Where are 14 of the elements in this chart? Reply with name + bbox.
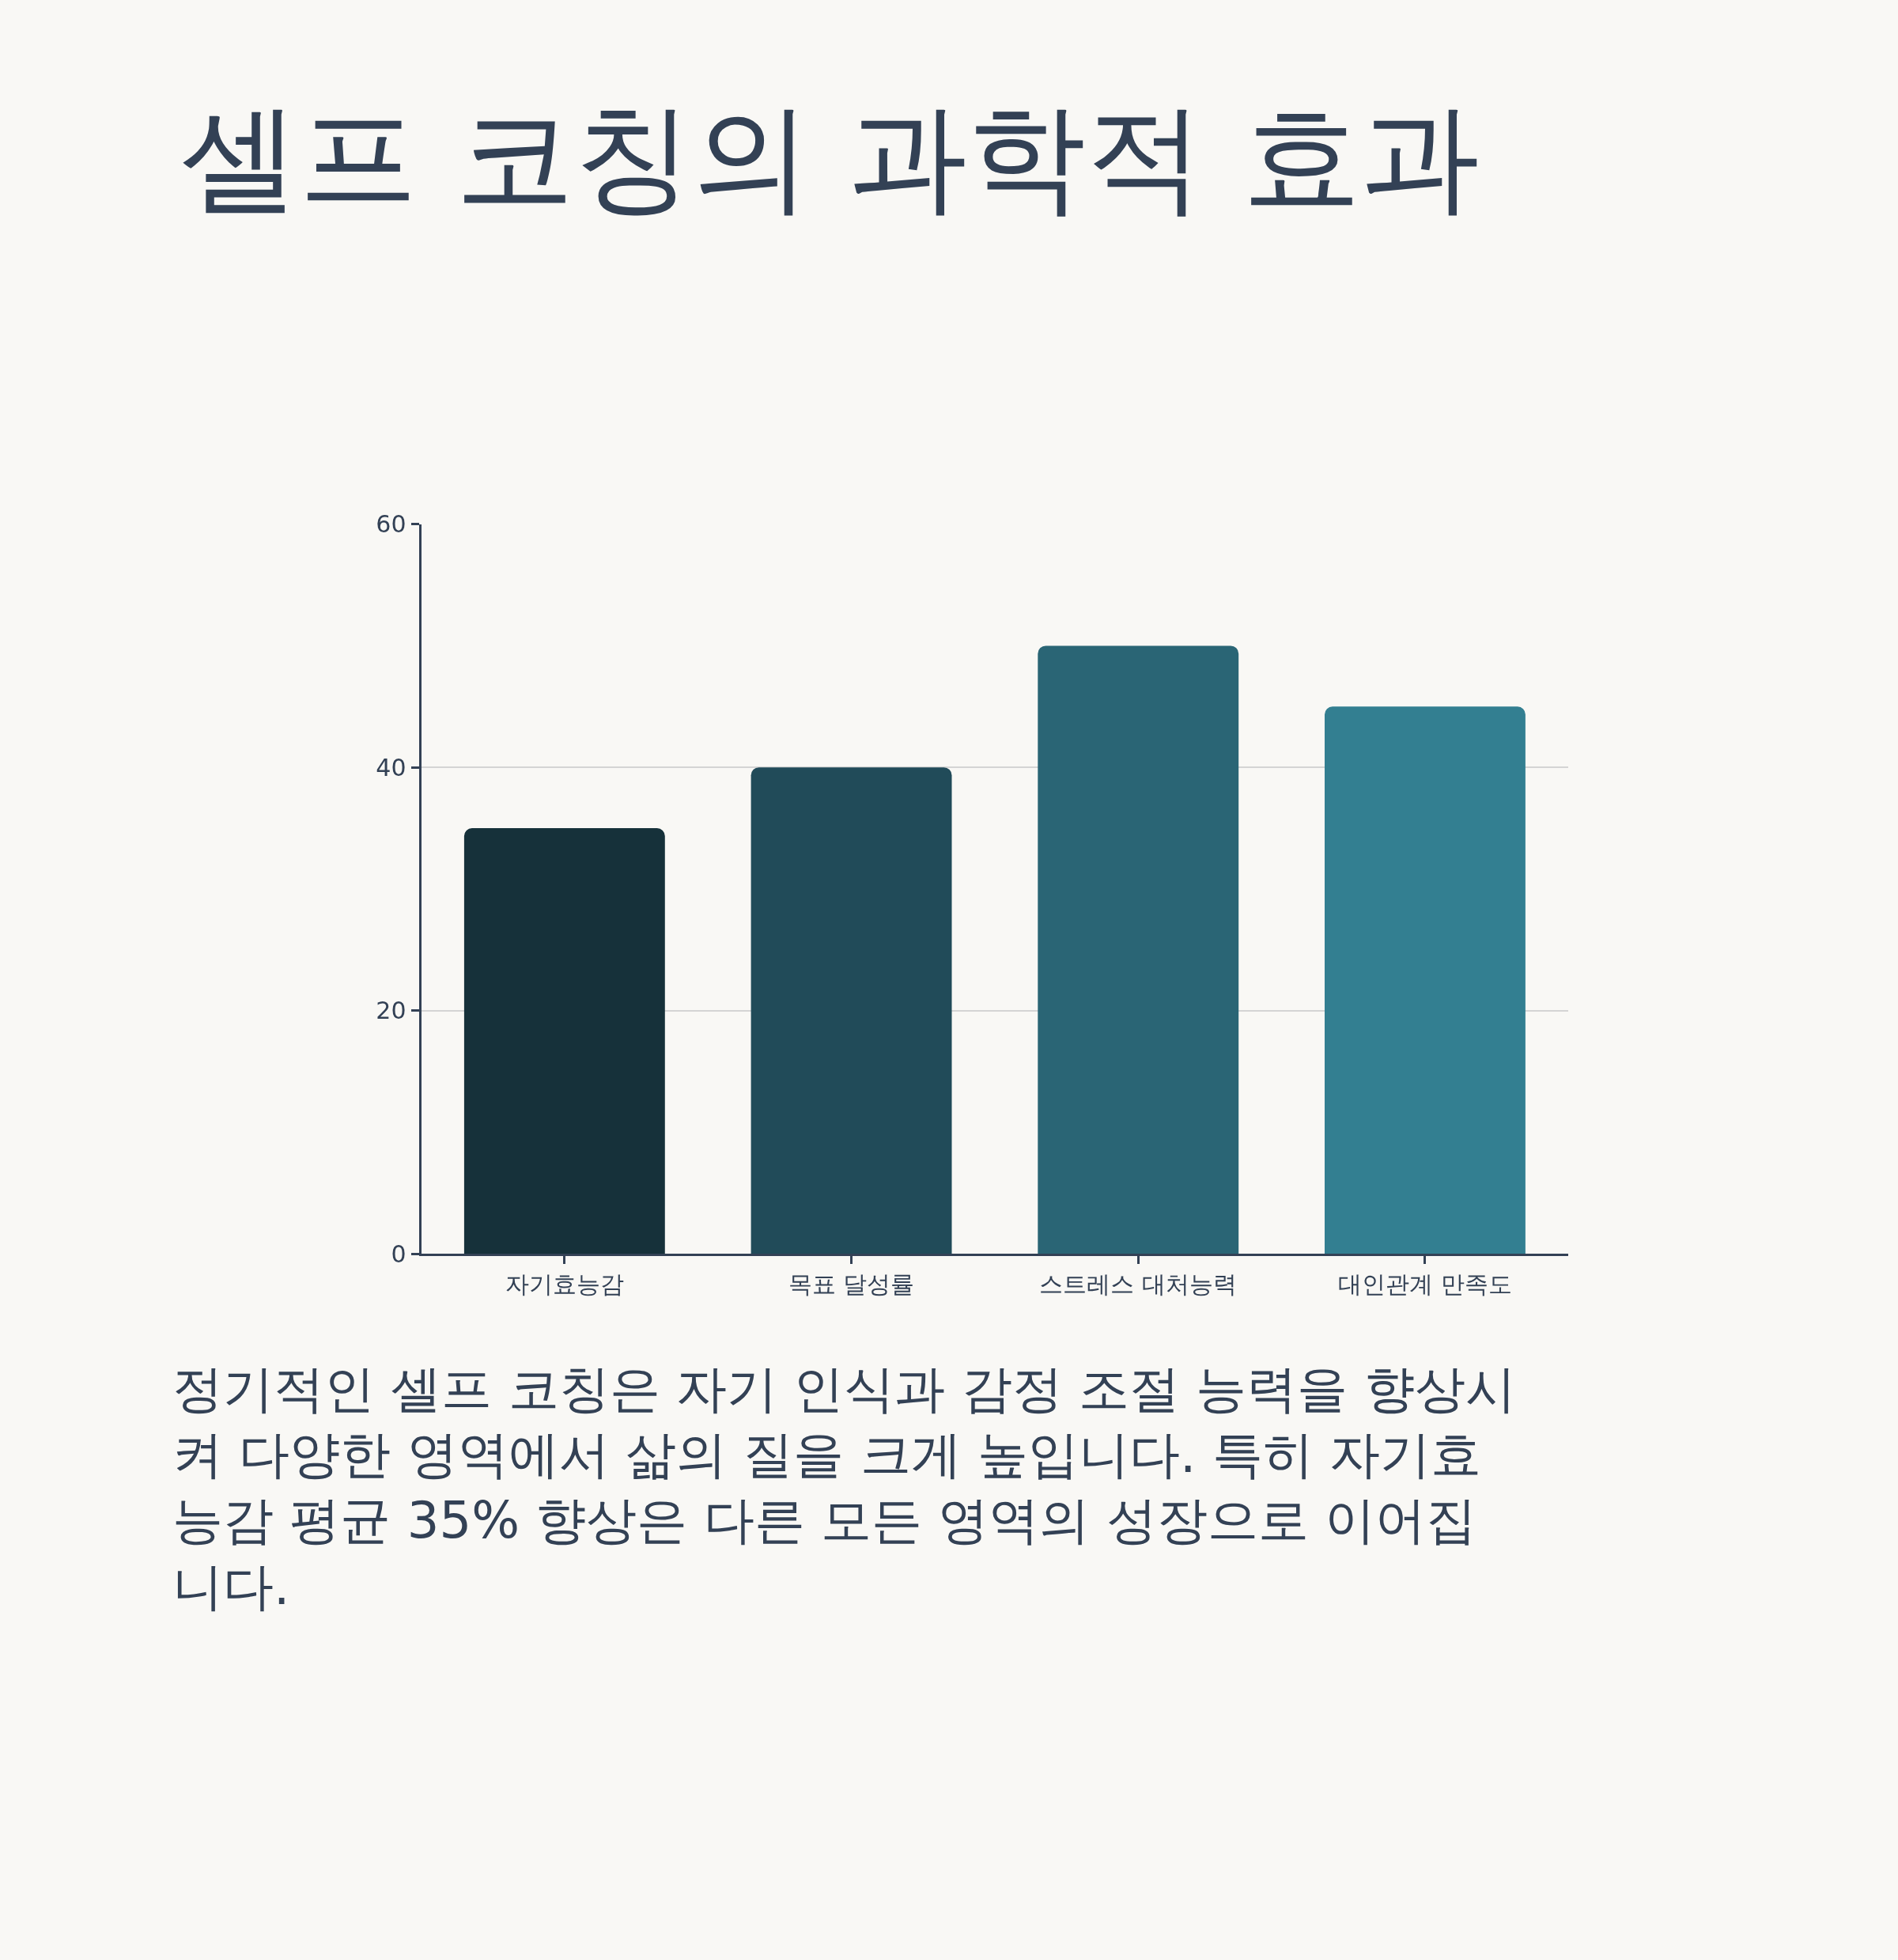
x-tick-label: 목표 달성률 [788, 1270, 915, 1299]
bar [1038, 645, 1239, 1254]
bar [463, 828, 665, 1254]
x-tick-label: 스트레스 대처능력 [1039, 1270, 1238, 1299]
text: 정기적인 셀프 코칭은 자기 인식과 감정 조절 능력을 향상시켜 다양한 영역에서 삶의 질을 크게 높입니다. 특히 자기효능감 평균 35% 향상은 다른 모든 영역의 성장으로 이어집니다. [172, 1360, 1516, 1616]
bar [751, 767, 952, 1254]
x-tick-label: 대인관계 만족도 [1338, 1270, 1512, 1299]
y-tick-label: 40 [376, 753, 406, 781]
y-tick-label: 60 [376, 510, 406, 539]
x-tick-label: 자기효능감 [505, 1270, 624, 1299]
bar [1325, 706, 1526, 1254]
chart-title: 셀프 코칭의 과학적 효과 [180, 88, 1480, 226]
y-tick-label: 0 [391, 1239, 406, 1268]
y-tick-label: 20 [376, 997, 406, 1025]
